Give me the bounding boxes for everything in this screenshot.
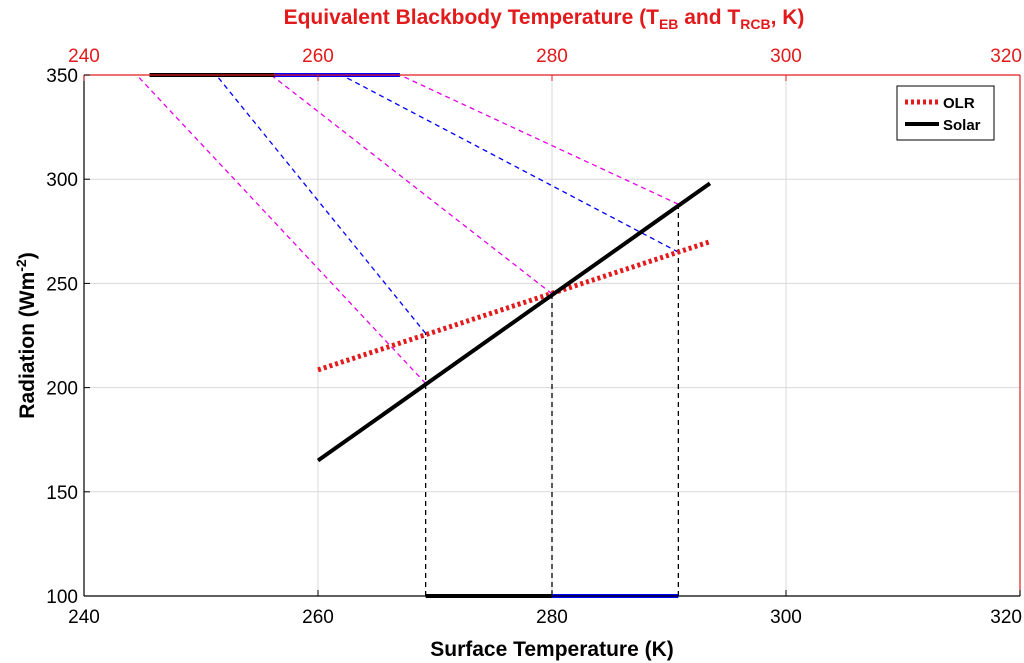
top-tick-label-3: 300: [770, 46, 802, 67]
top-axis-title-part-3: RCB: [740, 16, 770, 32]
axis-titles: Surface Temperature (K) Radiation (Wm-2) E…: [13, 6, 804, 661]
x-axis-title: Surface Temperature (K): [430, 638, 674, 661]
guide-lines: [136, 74, 680, 596]
legend-box: [896, 85, 995, 141]
grid: [83, 74, 1021, 597]
series-lines: [316, 181, 712, 463]
x-tick-label-1: 260: [302, 607, 334, 628]
y-tick-label-3: 250: [46, 274, 78, 295]
top-tick-label-0: 240: [68, 46, 100, 67]
y-axis-title-end: ): [16, 252, 39, 259]
blue-guide-0: [215, 74, 427, 334]
top-axis-title-part-0: Equivalent Blackbody Temperature (T: [284, 6, 660, 29]
top-axis-title-part-2: and T: [678, 6, 740, 29]
y-tick-label-0: 100: [46, 587, 78, 608]
legend-label-olr: OLR: [943, 95, 975, 112]
y-axis-title-sup: -2: [13, 259, 29, 272]
magenta-guide-0: [136, 74, 427, 384]
top-tick-label-4: 320: [990, 46, 1022, 67]
top-axis-title-part-1: EB: [659, 16, 678, 32]
y-tick-label-4: 300: [46, 170, 78, 191]
blue-guide-1: [341, 74, 679, 253]
series-line-solar: [316, 181, 712, 463]
top-axis-title-part-4: , K): [771, 6, 805, 29]
y-tick-label-2: 200: [46, 379, 78, 400]
top-axis-title: Equivalent Blackbody Temperature (TEB an…: [284, 6, 805, 32]
y-axis-title-main: Radiation (Wm: [16, 272, 39, 419]
magenta-guide-2: [399, 74, 679, 205]
x-tick-label-4: 320: [990, 607, 1022, 628]
y-axis-title: Radiation (Wm-2): [13, 252, 39, 418]
legend: OLR Solar: [896, 85, 995, 141]
top-tick-label-2: 280: [536, 46, 568, 67]
x-tick-label-2: 280: [536, 607, 568, 628]
x-tick-label-0: 240: [68, 607, 100, 628]
x-tick-label-3: 300: [770, 607, 802, 628]
tick-labels: 240 260 280 300 320 240 260 280 300 320 100 150 200 2…: [46, 46, 1022, 628]
legend-label-solar: Solar: [943, 117, 981, 134]
y-tick-label-5: 350: [46, 66, 78, 87]
magenta-guide-1: [270, 74, 553, 295]
top-tick-label-1: 260: [302, 46, 334, 67]
series-line-olr: [317, 239, 711, 373]
y-tick-label-1: 150: [46, 483, 78, 504]
range-bars: [149, 73, 679, 598]
